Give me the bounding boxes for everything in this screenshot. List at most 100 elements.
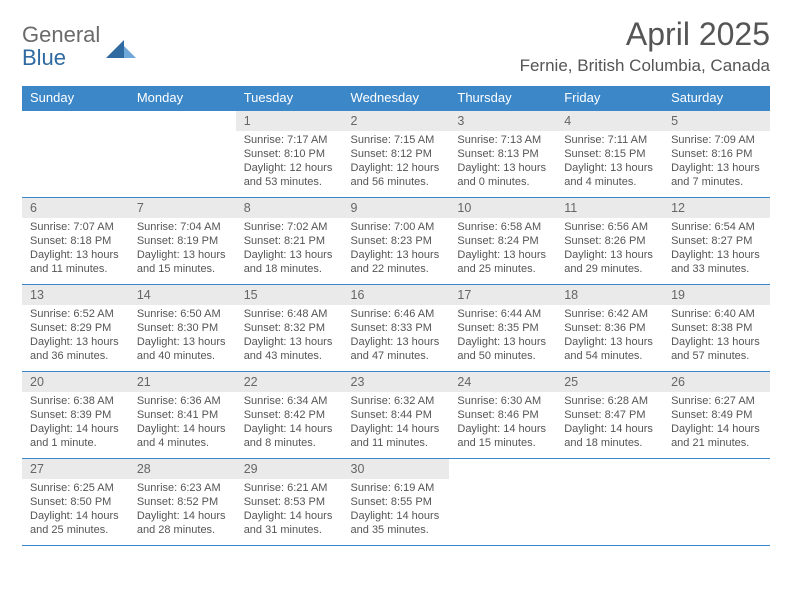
sunset-line: Sunset: 8:42 PM [244, 408, 335, 422]
day-number: 9 [343, 198, 450, 218]
day-number: 1 [236, 111, 343, 131]
sunrise-line: Sunrise: 7:02 AM [244, 220, 335, 234]
sunrise-line: Sunrise: 6:54 AM [671, 220, 762, 234]
sunset-line: Sunset: 8:53 PM [244, 495, 335, 509]
calendar-day-cell: 5Sunrise: 7:09 AMSunset: 8:16 PMDaylight… [663, 111, 770, 198]
day-body: Sunrise: 7:00 AMSunset: 8:23 PMDaylight:… [343, 218, 450, 280]
day-number: 16 [343, 285, 450, 305]
calendar-day-cell: 28 Sunrise: 6:23 AMSunset: 8:52 PMDayligh… [129, 459, 236, 546]
sunrise-line: Sunrise: 6:44 AM [457, 307, 548, 321]
calendar-day-cell: 18Sunrise: 6:42 AMSunset: 8:36 PMDayligh… [556, 285, 663, 372]
day-number: 6 [22, 198, 129, 218]
calendar-row: 27Sunrise: 6:25 AMSunset: 8:50 PMDayligh… [22, 459, 770, 546]
weekday-header: Saturday [663, 86, 770, 111]
day-number: 24 [449, 372, 556, 392]
day-body: Sunrise: 6:30 AMSunset: 8:46 PMDaylight:… [449, 392, 556, 454]
daylight-line: Daylight: 13 hours and 57 minutes. [671, 335, 762, 363]
calendar-day-cell: 15Sunrise: 6:48 AMSunset: 8:32 PMDayligh… [236, 285, 343, 372]
calendar-day-cell: 9Sunrise: 7:00 AMSunset: 8:23 PMDaylight… [343, 198, 450, 285]
sunset-line: Sunset: 8:26 PM [564, 234, 655, 248]
sunrise-line: Sunrise: 6:58 AM [457, 220, 548, 234]
page-root: General Blue April 2025 Fernie, British … [0, 0, 792, 612]
day-number: 22 [236, 372, 343, 392]
sunrise-line: Sunrise: 7:04 AM [137, 220, 228, 234]
daylight-line: Daylight: 14 hours and 1 minute. [30, 422, 121, 450]
day-number: 26 [663, 372, 770, 392]
day-number: 17 [449, 285, 556, 305]
calendar-body: 1Sunrise: 7:17 AMSunset: 8:10 PMDaylight… [22, 111, 770, 546]
day-number: 11 [556, 198, 663, 218]
day-body: Sunrise: 6:50 AMSunset: 8:30 PMDaylight:… [129, 305, 236, 367]
day-body: Sunrise: 6:54 AMSunset: 8:27 PMDaylight:… [663, 218, 770, 280]
calendar-day-cell: 20Sunrise: 6:38 AMSunset: 8:39 PMDayligh… [22, 372, 129, 459]
day-number: 19 [663, 285, 770, 305]
calendar-day-cell: 16Sunrise: 6:46 AMSunset: 8:33 PMDayligh… [343, 285, 450, 372]
calendar-day-cell: 21Sunrise: 6:36 AMSunset: 8:41 PMDayligh… [129, 372, 236, 459]
sunset-line: Sunset: 8:41 PM [137, 408, 228, 422]
sunrise-line: Sunrise: 6:42 AM [564, 307, 655, 321]
sunset-line: Sunset: 8:30 PM [137, 321, 228, 335]
calendar-day-cell: 30Sunrise: 6:19 AMSunset: 8:55 PMDayligh… [343, 459, 450, 546]
sunset-line: Sunset: 8:23 PM [351, 234, 442, 248]
sunset-line: Sunset: 8:18 PM [30, 234, 121, 248]
day-body: Sunrise: 7:15 AMSunset: 8:12 PMDaylight:… [343, 131, 450, 193]
calendar-day-cell: 29Sunrise: 6:21 AMSunset: 8:53 PMDayligh… [236, 459, 343, 546]
sunrise-line: Sunrise: 6:27 AM [671, 394, 762, 408]
daylight-line: Daylight: 14 hours and 28 minutes. [137, 509, 228, 537]
weekday-header: Friday [556, 86, 663, 111]
weekday-header: Tuesday [236, 86, 343, 111]
day-number: 14 [129, 285, 236, 305]
brand-triangle-icon [106, 34, 136, 60]
brand-word-2: Blue [22, 47, 100, 69]
day-body: Sunrise: 6:58 AMSunset: 8:24 PMDaylight:… [449, 218, 556, 280]
daylight-line: Daylight: 13 hours and 11 minutes. [30, 248, 121, 276]
calendar-day-cell: 3Sunrise: 7:13 AMSunset: 8:13 PMDaylight… [449, 111, 556, 198]
weekday-header: Thursday [449, 86, 556, 111]
sunrise-line: Sunrise: 6:23 AM [137, 481, 228, 495]
weekday-header: Sunday [22, 86, 129, 111]
sunset-line: Sunset: 8:10 PM [244, 147, 335, 161]
day-number: 30 [343, 459, 450, 479]
calendar-day-cell: 24Sunrise: 6:30 AMSunset: 8:46 PMDayligh… [449, 372, 556, 459]
sunrise-line: Sunrise: 6:48 AM [244, 307, 335, 321]
calendar-day-cell: 6 Sunrise: 7:07 AMSunset: 8:18 PMDaylight… [22, 198, 129, 285]
daylight-line: Daylight: 13 hours and 18 minutes. [244, 248, 335, 276]
sunset-line: Sunset: 8:46 PM [457, 408, 548, 422]
brand-logo: General Blue [22, 18, 136, 69]
day-body: Sunrise: 6:36 AMSunset: 8:41 PMDaylight:… [129, 392, 236, 454]
sunrise-line: Sunrise: 7:15 AM [351, 133, 442, 147]
weekday-header: Wednesday [343, 86, 450, 111]
sunrise-line: Sunrise: 6:32 AM [351, 394, 442, 408]
day-body: Sunrise: 6:52 AMSunset: 8:29 PMDaylight:… [22, 305, 129, 367]
sunset-line: Sunset: 8:52 PM [137, 495, 228, 509]
day-body: Sunrise: 6:44 AMSunset: 8:35 PMDaylight:… [449, 305, 556, 367]
day-number: 20 [22, 372, 129, 392]
daylight-line: Daylight: 13 hours and 36 minutes. [30, 335, 121, 363]
calendar-day-cell: 22Sunrise: 6:34 AMSunset: 8:42 PMDayligh… [236, 372, 343, 459]
sunrise-line: Sunrise: 6:36 AM [137, 394, 228, 408]
sunrise-line: Sunrise: 6:40 AM [671, 307, 762, 321]
sunset-line: Sunset: 8:39 PM [30, 408, 121, 422]
header-bar: General Blue April 2025 Fernie, British … [22, 18, 770, 86]
day-number: 27 [22, 459, 129, 479]
day-body: Sunrise: 6:19 AMSunset: 8:55 PMDaylight:… [343, 479, 450, 541]
calendar-header-row: SundayMondayTuesdayWednesdayThursdayFrid… [22, 86, 770, 111]
calendar-day-cell: 25Sunrise: 6:28 AMSunset: 8:47 PMDayligh… [556, 372, 663, 459]
sunset-line: Sunset: 8:27 PM [671, 234, 762, 248]
sunrise-line: Sunrise: 7:07 AM [30, 220, 121, 234]
daylight-line: Daylight: 13 hours and 4 minutes. [564, 161, 655, 189]
daylight-line: Daylight: 13 hours and 25 minutes. [457, 248, 548, 276]
sunset-line: Sunset: 8:21 PM [244, 234, 335, 248]
calendar-day-cell: 11Sunrise: 6:56 AMSunset: 8:26 PMDayligh… [556, 198, 663, 285]
sunrise-line: Sunrise: 6:19 AM [351, 481, 442, 495]
daylight-line: Daylight: 14 hours and 18 minutes. [564, 422, 655, 450]
day-number: 28 [129, 459, 236, 479]
day-body: Sunrise: 6:32 AMSunset: 8:44 PMDaylight:… [343, 392, 450, 454]
sunset-line: Sunset: 8:35 PM [457, 321, 548, 335]
day-body: Sunrise: 7:04 AMSunset: 8:19 PMDaylight:… [129, 218, 236, 280]
day-body: Sunrise: 7:09 AMSunset: 8:16 PMDaylight:… [663, 131, 770, 193]
day-body: Sunrise: 6:56 AMSunset: 8:26 PMDaylight:… [556, 218, 663, 280]
day-number: 3 [449, 111, 556, 131]
sunset-line: Sunset: 8:12 PM [351, 147, 442, 161]
day-body: Sunrise: 6:48 AMSunset: 8:32 PMDaylight:… [236, 305, 343, 367]
